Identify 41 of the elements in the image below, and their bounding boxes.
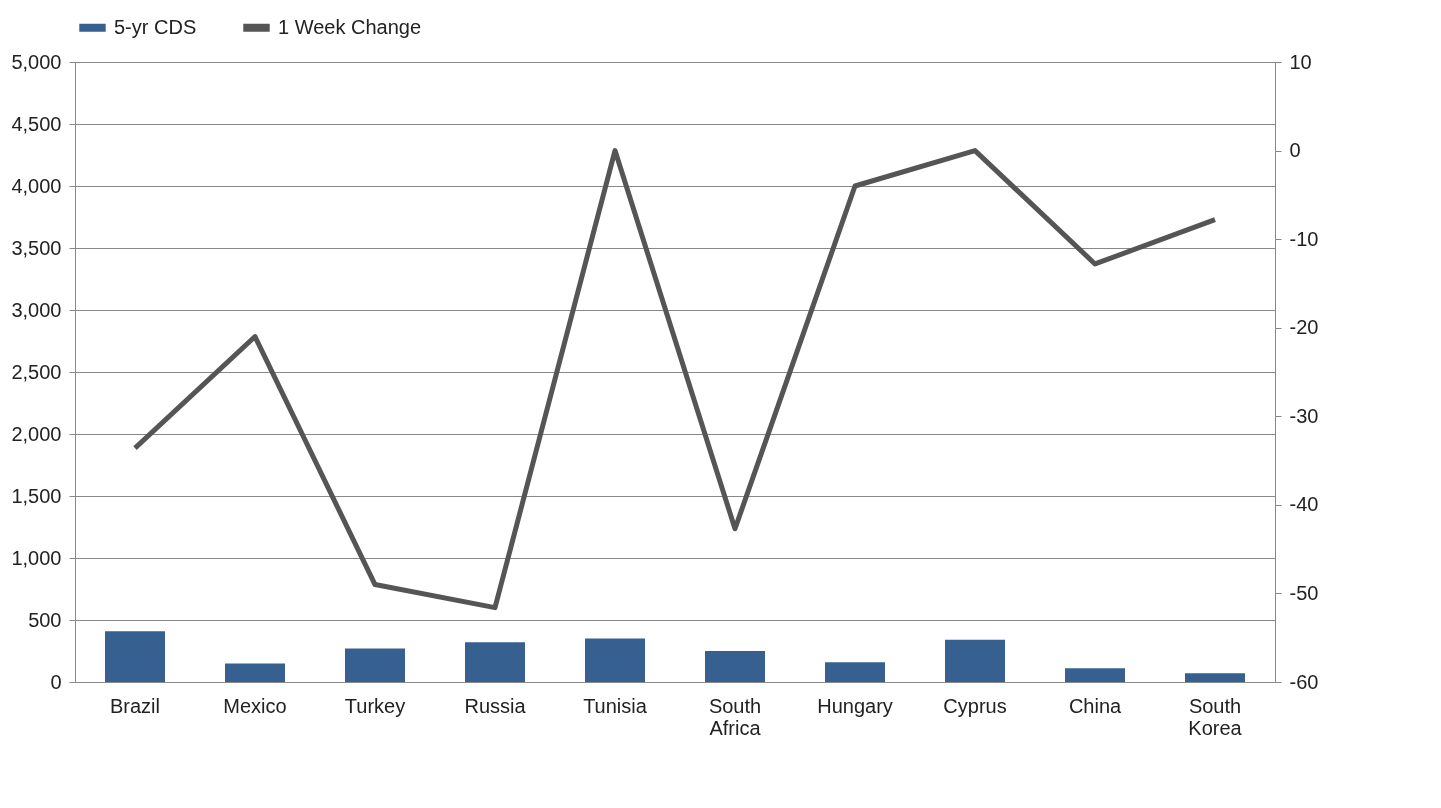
bar — [345, 648, 405, 682]
y-tick-label: 4,000 — [11, 174, 62, 197]
bar — [825, 662, 885, 682]
x-tick-label: Hungary — [817, 694, 893, 717]
y-tick-label: 500 — [28, 608, 62, 631]
y-tick-label: 1,500 — [11, 484, 62, 507]
y2-tick-label: 10 — [1289, 50, 1312, 73]
legend-label: 5-yr CDS — [114, 15, 197, 38]
bar — [1065, 668, 1125, 682]
y-tick-label: 4,500 — [11, 112, 62, 135]
x-tick-label: China — [1068, 694, 1122, 717]
bar — [585, 638, 645, 682]
y-tick-label: 2,000 — [11, 422, 62, 445]
y-tick-label: 3,000 — [11, 298, 62, 321]
y-tick-label: 1,000 — [11, 546, 62, 569]
y2-tick-label: -10 — [1289, 227, 1319, 250]
bar — [225, 663, 285, 682]
x-tick-label: Cyprus — [943, 694, 1007, 717]
legend-label: 1 Week Change — [278, 15, 422, 38]
x-tick-label: South Africa — [708, 694, 762, 739]
bar — [1185, 673, 1245, 682]
y2-tick-label: -40 — [1289, 493, 1319, 516]
y2-tick-label: -30 — [1289, 404, 1319, 427]
y2-tick-label: -60 — [1289, 670, 1319, 693]
x-tick-label: Tunisia — [583, 694, 648, 717]
x-tick-label: Brazil — [109, 694, 161, 717]
y-tick-label: 0 — [50, 670, 62, 693]
y2-tick-label: -20 — [1289, 316, 1319, 339]
y2-tick-label: -50 — [1289, 581, 1319, 604]
bar — [705, 651, 765, 682]
x-tick-label: South Korea — [1188, 694, 1243, 739]
bar — [465, 642, 525, 682]
y-tick-label: 2,500 — [11, 360, 62, 383]
y2-tick-label: 0 — [1289, 139, 1301, 162]
y-tick-label: 5,000 — [11, 50, 62, 73]
bar — [945, 639, 1005, 682]
x-tick-label: Russia — [464, 694, 527, 717]
x-tick-label: Mexico — [223, 694, 287, 717]
bar — [105, 631, 165, 682]
y-tick-label: 3,500 — [11, 236, 62, 259]
x-tick-label: Turkey — [344, 694, 406, 717]
